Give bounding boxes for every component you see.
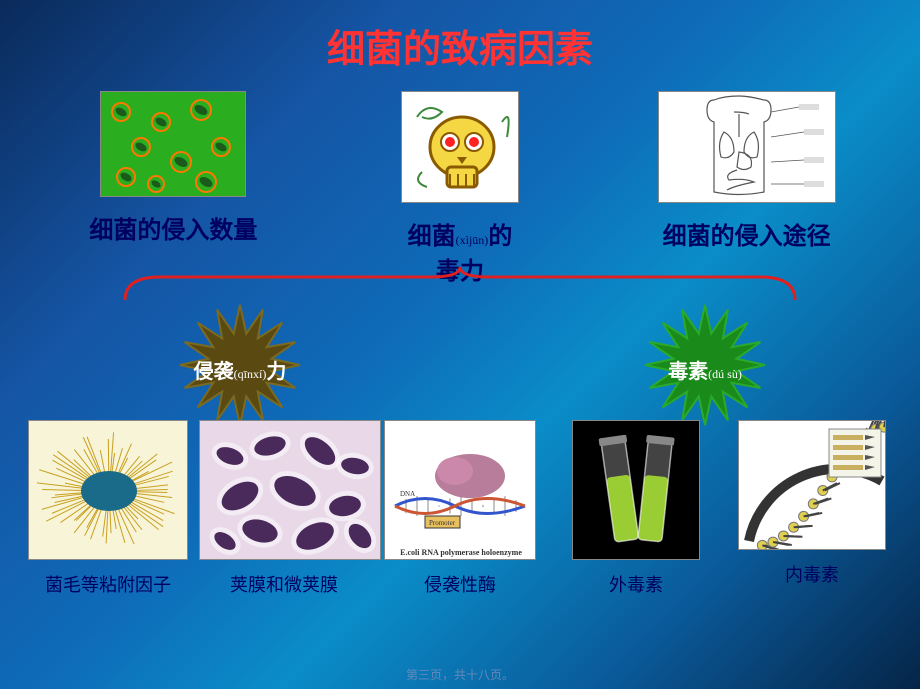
capsule-label: 荚膜和微荚膜 xyxy=(199,571,369,597)
capsule-image xyxy=(199,420,381,560)
bottom-capsule: 荚膜和微荚膜 xyxy=(199,420,369,597)
bottom-enzyme: Promoter DNA E.coli RNA polymerase holoenz… xyxy=(375,420,545,597)
endotoxin-label: 内毒素 xyxy=(727,561,897,587)
enzyme-label: 侵袭性酶 xyxy=(375,571,545,597)
endotoxin-image xyxy=(738,420,886,550)
exotoxin-label: 外毒素 xyxy=(551,571,721,597)
quantity-label: 细菌的侵入数量 xyxy=(43,210,303,245)
top-row: 细菌的侵入数量 细菌(xìjūn)的 毒力 细菌的侵入途径 xyxy=(0,91,920,286)
bottom-exotoxin: 外毒素 xyxy=(551,420,721,597)
pili-label: 菌毛等粘附因子 xyxy=(23,571,193,597)
enzyme-image: Promoter DNA E.coli RNA polymerase holoenz… xyxy=(384,420,536,560)
quantity-image xyxy=(100,91,246,197)
top-item-route: 细菌的侵入途径 xyxy=(617,91,877,286)
bottom-pili: 菌毛等粘附因子 xyxy=(23,420,193,597)
pili-image xyxy=(28,420,188,560)
invasion-label: 侵袭(qīnxí)力 xyxy=(170,355,310,384)
route-label: 细菌的侵入途径 xyxy=(617,216,877,251)
top-item-quantity: 细菌的侵入数量 xyxy=(43,91,303,286)
svg-text:Promoter: Promoter xyxy=(429,519,456,527)
footer: 第三页，共十八页。 xyxy=(0,666,920,683)
exotoxin-image xyxy=(572,420,700,560)
bottom-row: 菌毛等粘附因子 荚膜和微荚膜 Promoter DNA E.coli RNA pol… xyxy=(0,420,920,597)
anatomy-image xyxy=(658,91,836,203)
svg-text:E.coli RNA polymerase holoenzy: E.coli RNA polymerase holoenzyme xyxy=(400,548,522,557)
title-text: 细菌的致病因素 xyxy=(327,29,593,71)
page-title: 细菌的致病因素 xyxy=(0,0,920,73)
bottom-endotoxin: 内毒素 xyxy=(727,420,897,597)
svg-text:DNA: DNA xyxy=(400,490,415,498)
skull-image xyxy=(401,91,519,203)
footer-text: 第三页，共十八页。 xyxy=(406,668,514,682)
curly-brace xyxy=(120,265,800,305)
top-item-virulence: 细菌(xìjūn)的 毒力 xyxy=(330,91,590,286)
toxin-label: 毒素(dú sù) xyxy=(635,355,775,384)
